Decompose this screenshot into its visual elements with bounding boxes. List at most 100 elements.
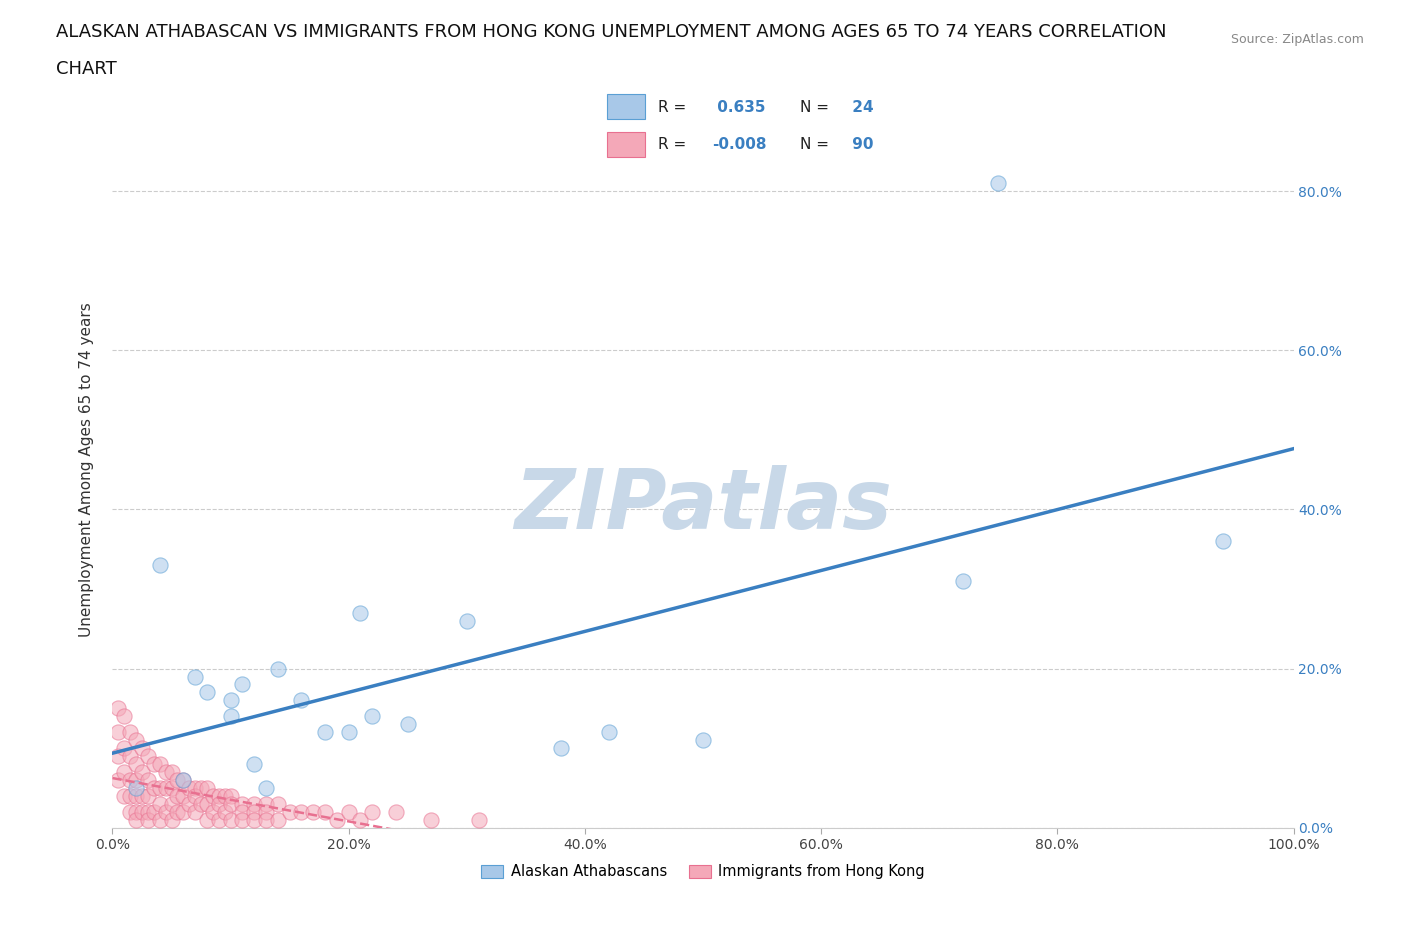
Point xyxy=(155,804,177,819)
Point xyxy=(219,789,242,804)
Point xyxy=(987,176,1010,191)
FancyBboxPatch shape xyxy=(607,94,644,119)
Point xyxy=(166,804,188,819)
Point xyxy=(219,693,242,708)
Text: 24: 24 xyxy=(846,100,873,114)
Point xyxy=(195,812,218,827)
Point xyxy=(155,764,177,779)
Point xyxy=(136,749,159,764)
Point xyxy=(219,709,242,724)
Point xyxy=(172,789,194,804)
Point xyxy=(598,724,620,739)
Point xyxy=(149,796,172,811)
Point xyxy=(179,780,201,795)
Point xyxy=(254,804,277,819)
Point xyxy=(125,773,148,788)
Point xyxy=(184,804,207,819)
Point xyxy=(136,789,159,804)
Point xyxy=(142,757,165,772)
Point xyxy=(349,812,371,827)
Point xyxy=(172,773,194,788)
Point xyxy=(361,709,384,724)
Point xyxy=(112,764,135,779)
Point xyxy=(201,789,224,804)
Point xyxy=(314,804,336,819)
Point xyxy=(201,804,224,819)
Point xyxy=(243,757,266,772)
Point xyxy=(361,804,384,819)
Point xyxy=(290,693,312,708)
Point xyxy=(184,780,207,795)
Point xyxy=(190,796,212,811)
Point xyxy=(125,812,148,827)
Point xyxy=(107,724,129,739)
Point xyxy=(120,773,142,788)
Point xyxy=(337,724,360,739)
Point xyxy=(243,796,266,811)
Point xyxy=(190,780,212,795)
Point xyxy=(131,804,153,819)
Point xyxy=(184,669,207,684)
Point xyxy=(120,724,142,739)
Point xyxy=(125,780,148,795)
Text: -0.008: -0.008 xyxy=(711,138,766,153)
Point xyxy=(231,796,253,811)
Point xyxy=(172,804,194,819)
Point xyxy=(149,757,172,772)
Point xyxy=(208,812,231,827)
Point xyxy=(120,804,142,819)
Text: 0.635: 0.635 xyxy=(711,100,765,114)
Point xyxy=(112,740,135,755)
Point xyxy=(267,796,290,811)
Point xyxy=(125,733,148,748)
Point xyxy=(550,740,572,755)
Point xyxy=(179,796,201,811)
Point xyxy=(136,812,159,827)
Text: R =: R = xyxy=(658,100,686,114)
Point xyxy=(155,780,177,795)
Point xyxy=(1212,534,1234,549)
Point xyxy=(142,804,165,819)
Point xyxy=(107,773,129,788)
Point xyxy=(131,789,153,804)
Point xyxy=(243,804,266,819)
Point xyxy=(208,789,231,804)
Point xyxy=(692,733,714,748)
Point xyxy=(160,796,183,811)
Point xyxy=(112,789,135,804)
Point xyxy=(214,789,236,804)
Point xyxy=(142,780,165,795)
Text: N =: N = xyxy=(800,100,828,114)
Point xyxy=(195,796,218,811)
Point xyxy=(149,812,172,827)
Point xyxy=(231,804,253,819)
Point xyxy=(160,764,183,779)
Text: Source: ZipAtlas.com: Source: ZipAtlas.com xyxy=(1230,33,1364,46)
Point xyxy=(267,812,290,827)
Point xyxy=(195,780,218,795)
Point xyxy=(184,789,207,804)
Point xyxy=(349,605,371,620)
Point xyxy=(219,796,242,811)
Point xyxy=(231,677,253,692)
Point xyxy=(149,558,172,573)
Text: ZIPatlas: ZIPatlas xyxy=(515,465,891,546)
Point xyxy=(166,773,188,788)
Point xyxy=(120,789,142,804)
Text: CHART: CHART xyxy=(56,60,117,78)
Y-axis label: Unemployment Among Ages 65 to 74 years: Unemployment Among Ages 65 to 74 years xyxy=(79,302,94,637)
Point xyxy=(166,789,188,804)
Text: N =: N = xyxy=(800,138,828,153)
Point xyxy=(172,773,194,788)
Point xyxy=(396,717,419,732)
Point xyxy=(290,804,312,819)
Text: 90: 90 xyxy=(846,138,873,153)
Point xyxy=(952,574,974,589)
Point xyxy=(208,796,231,811)
Text: R =: R = xyxy=(658,138,686,153)
Point xyxy=(125,757,148,772)
Text: ALASKAN ATHABASCAN VS IMMIGRANTS FROM HONG KONG UNEMPLOYMENT AMONG AGES 65 TO 74: ALASKAN ATHABASCAN VS IMMIGRANTS FROM HO… xyxy=(56,23,1167,41)
Point xyxy=(125,804,148,819)
FancyBboxPatch shape xyxy=(607,132,644,157)
Point xyxy=(278,804,301,819)
